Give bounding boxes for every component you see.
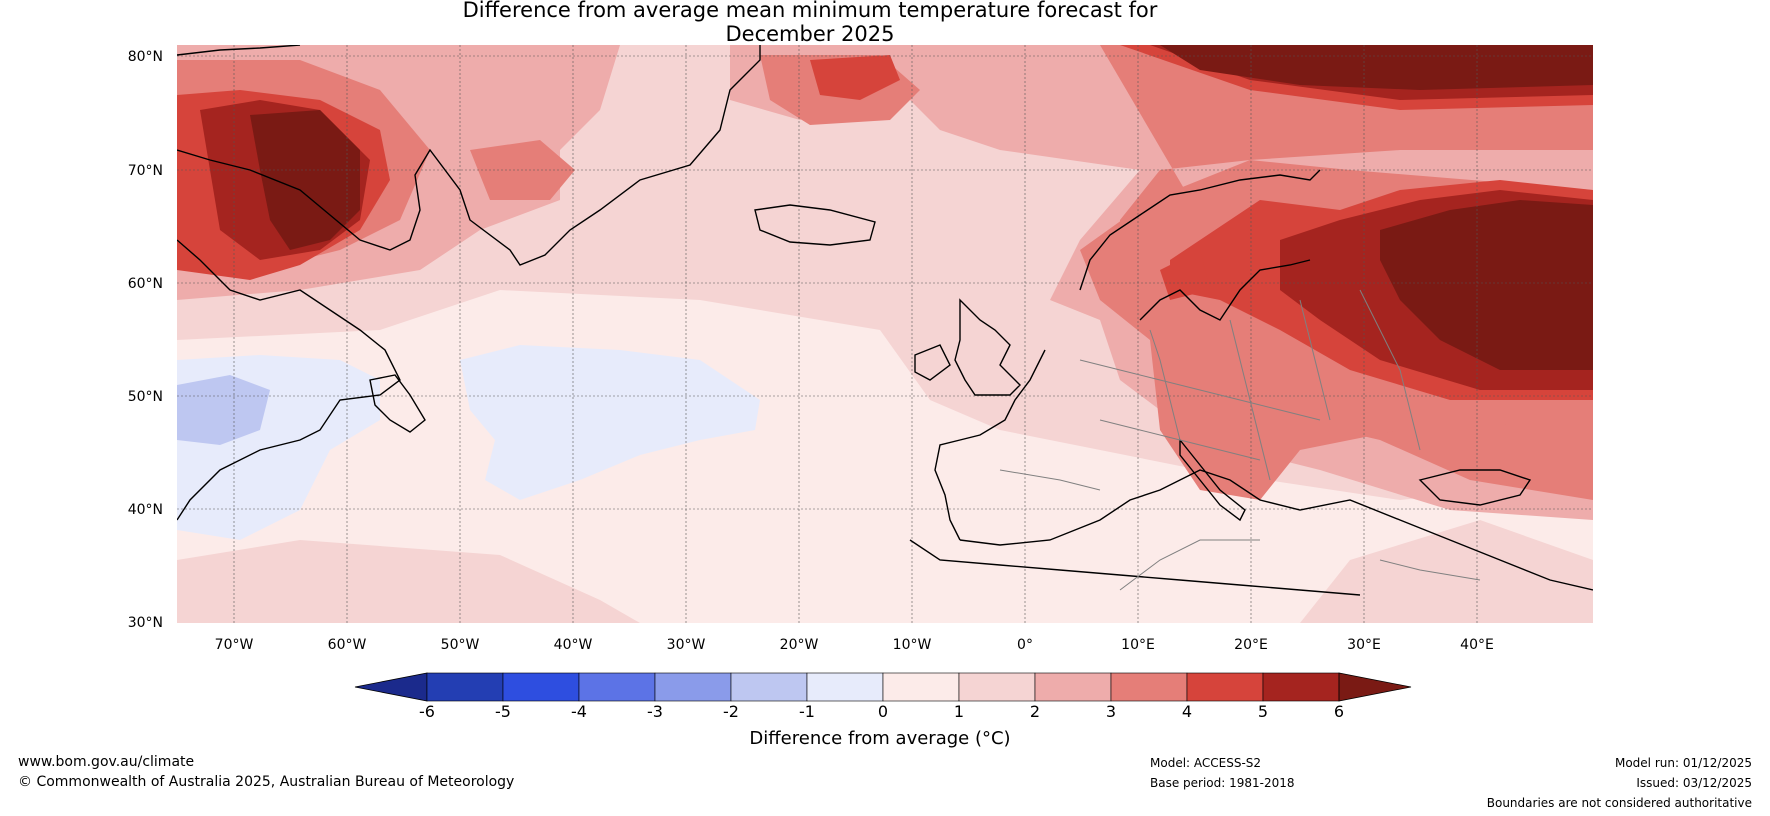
black-sea xyxy=(1418,469,1532,506)
lon-label-20w: 20°W xyxy=(780,637,819,653)
lat-label-30n: 30°N xyxy=(128,615,163,631)
lat-label-60n: 60°N xyxy=(128,276,163,292)
model-run-text: Model run: 01/12/2025 xyxy=(1614,756,1752,770)
colorbar-tick-label: -4 xyxy=(571,702,587,721)
disclaimer-text: Boundaries are not considered authoritat… xyxy=(1486,796,1752,810)
lon-label-50w: 50°W xyxy=(441,637,480,653)
italy xyxy=(1179,438,1246,522)
baltic-coast xyxy=(1139,259,1311,321)
colorbar-label: Difference from average (°C) xyxy=(749,728,1011,749)
lon-label-10e: 10°E xyxy=(1121,637,1155,653)
colorbar-segment xyxy=(958,672,1036,702)
colorbar-tick-label: 1 xyxy=(954,702,964,721)
latitude-labels: 80°N 70°N 60°N 50°N 40°N 30°N xyxy=(128,49,163,631)
colorbar-tick-label: -5 xyxy=(495,702,511,721)
lon-label-40e: 40°E xyxy=(1460,637,1494,653)
canada-coast xyxy=(177,239,401,521)
colorbar-tick-label: 6 xyxy=(1334,702,1344,721)
greenland-coast xyxy=(177,45,761,266)
title-line-2: December 2025 xyxy=(725,22,895,46)
colorbar-tick-label: -1 xyxy=(799,702,815,721)
colorbar-tick-label: -6 xyxy=(419,702,435,721)
colorbar-extend-high xyxy=(1338,672,1412,702)
copyright-text: © Commonwealth of Australia 2025, Austra… xyxy=(18,774,515,790)
newfoundland xyxy=(369,374,426,433)
lat-label-70n: 70°N xyxy=(128,163,163,179)
coastlines xyxy=(177,45,1593,596)
borders xyxy=(999,289,1481,591)
issued-text: Issued: 03/12/2025 xyxy=(1636,776,1752,790)
base-period-text: Base period: 1981-2018 xyxy=(1150,776,1295,790)
lon-label-60w: 60°W xyxy=(328,637,367,653)
colorbar-extend-low xyxy=(354,672,428,702)
gridlines xyxy=(177,45,1593,623)
lon-label-20e: 20°E xyxy=(1234,637,1268,653)
colorbar-tick-label: 4 xyxy=(1182,702,1192,721)
colorbar-segment xyxy=(730,672,808,702)
lon-label-30e: 30°E xyxy=(1347,637,1381,653)
norway-coast xyxy=(1079,169,1321,291)
uk-ireland xyxy=(914,298,1021,396)
north-africa xyxy=(909,539,1361,596)
colorbar-tick-label: -3 xyxy=(647,702,663,721)
iceland xyxy=(754,204,876,246)
colorbar-segment xyxy=(502,672,580,702)
colorbar-tick-label: 2 xyxy=(1030,702,1040,721)
lat-label-80n: 80°N xyxy=(128,49,163,65)
colorbar-segment xyxy=(578,672,656,702)
colorbar: -6 -5 -4 -3 -2 -1 0 1 2 3 4 5 6 xyxy=(354,672,1412,721)
colorbar-segment xyxy=(654,672,732,702)
mediterranean xyxy=(959,469,1593,591)
lat-label-40n: 40°N xyxy=(128,502,163,518)
lon-label-0: 0° xyxy=(1017,637,1033,653)
colorbar-tick-label: 3 xyxy=(1106,702,1116,721)
model-text: Model: ACCESS-S2 xyxy=(1150,756,1262,770)
colorbar-segment xyxy=(1034,672,1112,702)
europe-west-coast xyxy=(934,349,1046,541)
lon-label-30w: 30°W xyxy=(667,637,706,653)
longitude-labels: 70°W 60°W 50°W 40°W 30°W 20°W 10°W 0° 10… xyxy=(215,637,1494,653)
title-line-1: Difference from average mean minimum tem… xyxy=(462,0,1158,22)
lon-label-10w: 10°W xyxy=(893,637,932,653)
chart-title: Difference from average mean minimum tem… xyxy=(0,0,1620,46)
lon-label-40w: 40°W xyxy=(554,637,593,653)
lat-label-50n: 50°N xyxy=(128,389,163,405)
colorbar-segment xyxy=(882,672,960,702)
colorbar-segment xyxy=(1110,672,1188,702)
lon-label-70w: 70°W xyxy=(215,637,254,653)
website-link[interactable]: www.bom.gov.au/climate xyxy=(18,754,195,770)
greenland-north xyxy=(177,45,301,56)
colorbar-tick-label: 0 xyxy=(878,702,888,721)
colorbar-segment xyxy=(1186,672,1264,702)
colorbar-segment xyxy=(806,672,884,702)
anomaly-field xyxy=(177,45,1593,623)
colorbar-tick-label: 5 xyxy=(1258,702,1268,721)
colorbar-segment xyxy=(1262,672,1340,702)
colorbar-segment xyxy=(426,672,504,702)
colorbar-tick-label: -2 xyxy=(723,702,739,721)
